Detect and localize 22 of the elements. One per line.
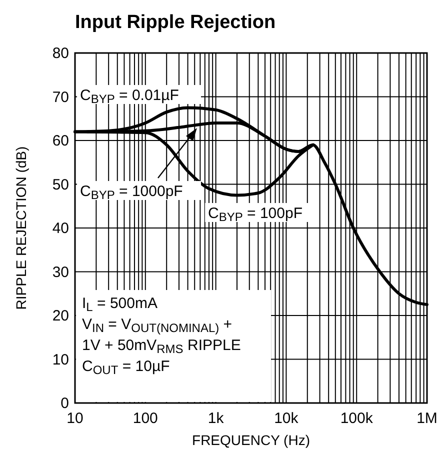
series-label: C$_{BYP}$ = 100pF (208, 205, 302, 224)
x-tick-label: 1k (208, 410, 224, 427)
x-tick-label: 1M (416, 410, 438, 427)
y-tick-label: 0 (60, 395, 69, 412)
x-axis-title: FREQUENCY (Hz) (192, 432, 310, 448)
text: C$_{BYP}$ = 1000pF (80, 183, 183, 202)
x-tick-label: 100k (340, 410, 374, 427)
series-label: C$_{BYP}$ = 0.01µF (80, 87, 179, 106)
text: I$_{L}$ = 500mA V$_{IN}$ = V$_{OUT(NOMINAL)}$ + 1V + 50mV$_{RMS}$ RIPPLE C$_{OUT}$ = 10µF (82, 295, 241, 377)
y-tick-label: 50 (52, 176, 69, 194)
y-tick-label: 60 (52, 132, 69, 150)
x-tick-label: 100 (132, 410, 158, 427)
x-tick-label: 10 (66, 410, 84, 427)
x-tick-label: 10k (274, 410, 299, 427)
y-tick-label: 40 (52, 220, 69, 237)
y-tick-label: 20 (52, 308, 69, 324)
y-tick-label: 70 (52, 88, 69, 106)
y-axis-title: RIPPLE REJECTION (dB) (13, 146, 29, 310)
chart-title: Input Ripple Rejection (75, 12, 276, 33)
y-tick-label: 80 (52, 45, 69, 62)
y-tick-label: 30 (52, 264, 69, 281)
y-tick-label: 10 (52, 351, 69, 368)
